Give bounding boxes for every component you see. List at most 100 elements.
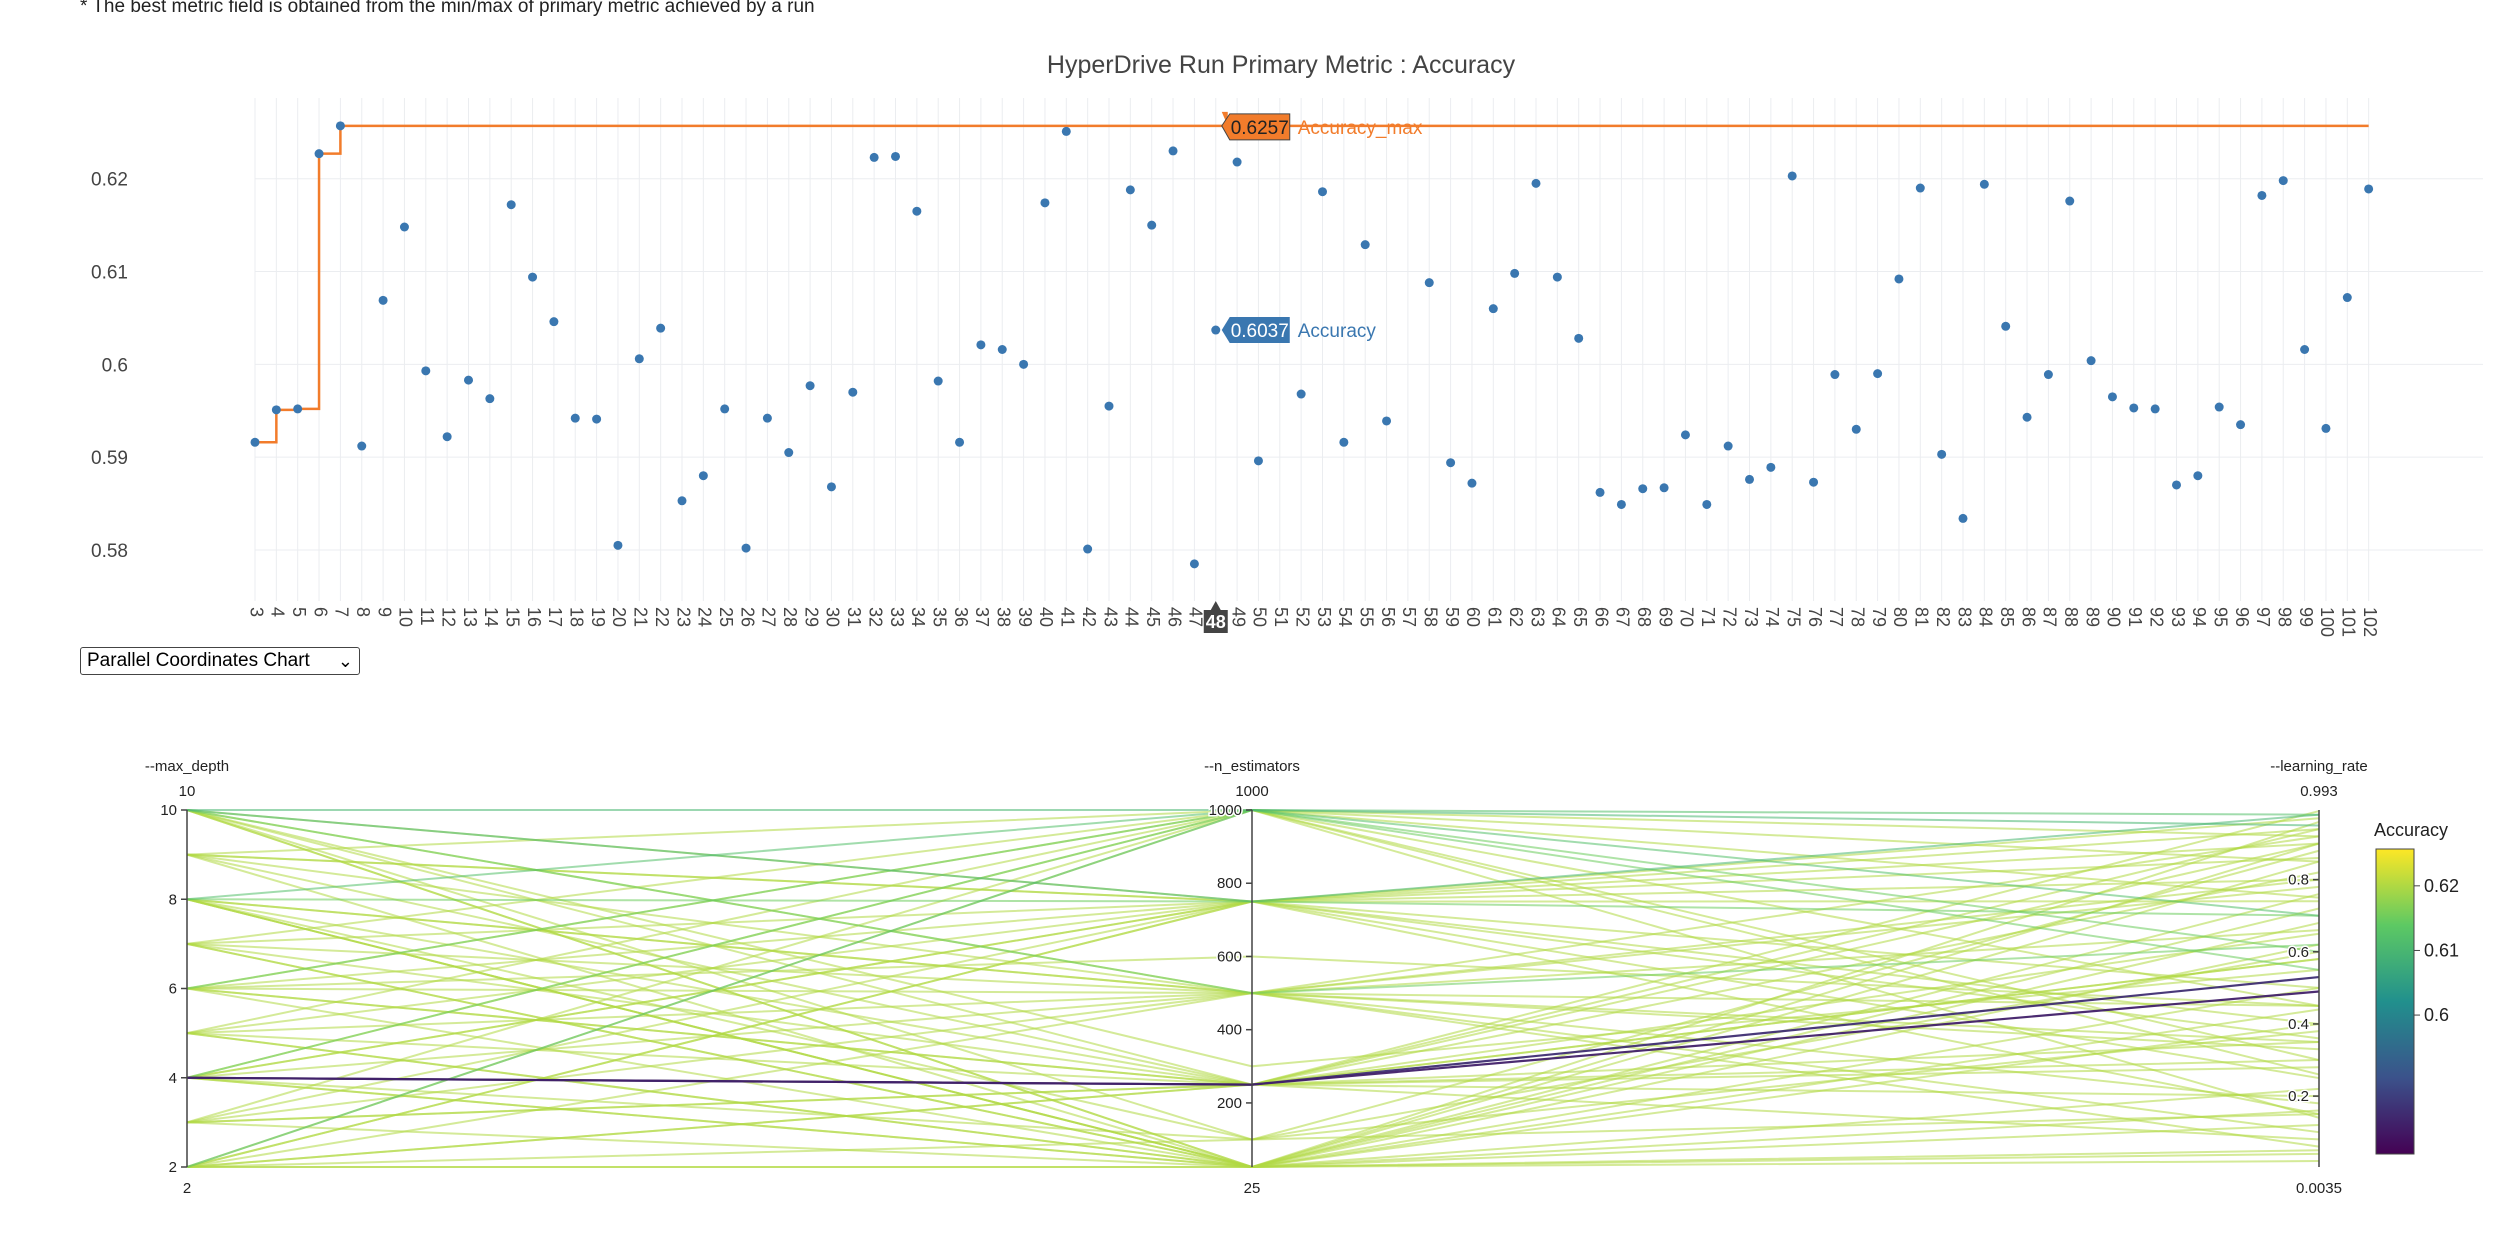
data-point	[1232, 157, 1242, 167]
parcoords-line	[186, 809, 2320, 1169]
data-point	[1211, 325, 1221, 335]
x-tick-label: 25	[716, 607, 736, 627]
x-tick-label: 30	[823, 607, 843, 627]
data-point	[613, 540, 623, 550]
data-point	[357, 441, 367, 451]
x-tick-label: 6	[310, 607, 330, 617]
x-tick-label: 39	[1015, 607, 1035, 627]
y-tick-label: 0.61	[91, 263, 128, 284]
x-tick-label: 66	[1591, 607, 1611, 627]
best-metric-note: * The best metric field is obtained from…	[80, 0, 815, 17]
x-tick-label: 11	[417, 607, 437, 626]
x-tick-label: 17	[545, 607, 565, 627]
data-point	[912, 206, 922, 216]
chart-type-dropdown[interactable]: Parallel Coordinates Chart ⌄	[80, 647, 360, 675]
hover-x-label: 48	[1206, 612, 1226, 632]
parcoords-tick-label: 800	[1217, 875, 1242, 892]
data-point	[656, 323, 666, 333]
colorbar-tick-label: 0.62	[2424, 876, 2459, 896]
data-point	[528, 272, 538, 282]
hover-x-label-box	[1203, 601, 1228, 633]
data-point	[1745, 474, 1754, 484]
x-tick-label: 45	[1143, 607, 1163, 627]
data-point	[634, 354, 644, 364]
x-tick-label: 28	[780, 607, 800, 627]
x-tick-label: 89	[2082, 607, 2102, 627]
x-tick-label: 55	[1356, 607, 1376, 627]
data-point	[741, 543, 751, 553]
x-tick-label: 46	[1164, 607, 1184, 627]
data-point	[869, 152, 879, 162]
data-point	[592, 414, 602, 424]
parallel-coordinates-chart[interactable]: --max_depth 10 22 4 6 8 10 --n_estimators 1000 25…	[145, 758, 2459, 1197]
data-point	[2129, 403, 2139, 413]
data-point	[314, 149, 324, 159]
parcoords-axis-label: --max_depth	[145, 758, 229, 775]
x-tick-label: 12	[438, 607, 458, 627]
data-point	[1937, 449, 1947, 459]
data-point	[1360, 240, 1370, 250]
x-tick-label: 101	[2339, 607, 2359, 637]
x-tick-label: 50	[1250, 607, 1270, 627]
x-tick-label: 76	[1805, 607, 1825, 627]
data-point	[1040, 198, 1050, 208]
x-tick-label: 74	[1762, 607, 1782, 627]
data-point	[399, 222, 409, 232]
data-point	[1467, 478, 1477, 488]
data-point	[1595, 487, 1605, 497]
data-point	[805, 381, 815, 391]
x-tick-label: 71	[1698, 607, 1718, 627]
parcoords-tick-label: 10	[160, 802, 177, 819]
data-point	[1723, 441, 1733, 451]
tooltip-value-accuracy: 0.6037	[1231, 321, 1289, 342]
data-point	[2300, 345, 2310, 354]
parcoords-tick-label: 2	[169, 1159, 177, 1176]
parcoords-tick-label: 4	[169, 1070, 177, 1087]
x-tick-label: 92	[2146, 607, 2166, 627]
data-point	[1680, 430, 1690, 440]
data-point	[2342, 293, 2352, 303]
x-tick-label: 82	[1933, 607, 1953, 627]
primary-metric-scatter-chart[interactable]: 0.580.590.60.610.623 4 5 6 7 8 9 10 11 12 13 14 15 16…	[91, 98, 2483, 637]
parcoords-axis-min: 25	[1244, 1180, 1261, 1197]
x-tick-label: 87	[2040, 607, 2060, 627]
x-tick-label: 53	[1314, 607, 1334, 627]
data-point	[2257, 190, 2267, 200]
data-point	[2043, 370, 2053, 380]
x-tick-label: 4	[268, 607, 288, 617]
parcoords-axis-min: 2	[183, 1180, 191, 1197]
x-tick-label: 96	[2232, 607, 2252, 627]
x-tick-label: 80	[1890, 607, 1910, 627]
data-point	[677, 496, 687, 506]
colorbar-tick-label: 0.6	[2424, 1005, 2449, 1025]
data-point	[1915, 183, 1925, 193]
x-tick-label: 72	[1719, 607, 1739, 627]
data-point	[1787, 171, 1797, 181]
tooltip-box-accuracy	[1221, 317, 1290, 344]
y-tick-label: 0.62	[91, 170, 128, 191]
x-tick-label: 90	[2104, 607, 2124, 627]
x-tick-label: 3	[246, 607, 266, 617]
data-point	[2278, 176, 2288, 186]
data-point	[1659, 483, 1669, 493]
data-point	[1147, 220, 1157, 230]
x-tick-label: 69	[1655, 607, 1675, 627]
data-point	[1125, 185, 1135, 195]
x-tick-label: 14	[481, 607, 501, 627]
x-tick-label: 59	[1442, 607, 1462, 627]
x-tick-label: 83	[1954, 607, 1974, 627]
data-point	[378, 295, 388, 305]
data-point	[1189, 559, 1199, 569]
parcoords-tick-label: 8	[169, 891, 177, 908]
data-point	[997, 345, 1007, 354]
x-tick-label: 51	[1271, 607, 1291, 627]
x-tick-label: 26	[737, 607, 757, 627]
parcoords-tick-label: 200	[1217, 1095, 1242, 1112]
data-point	[698, 471, 708, 481]
data-point	[1019, 359, 1029, 369]
x-tick-label: 20	[609, 607, 629, 627]
data-point	[2107, 392, 2117, 402]
x-tick-label: 57	[1399, 607, 1419, 627]
x-tick-label: 86	[2018, 607, 2038, 627]
